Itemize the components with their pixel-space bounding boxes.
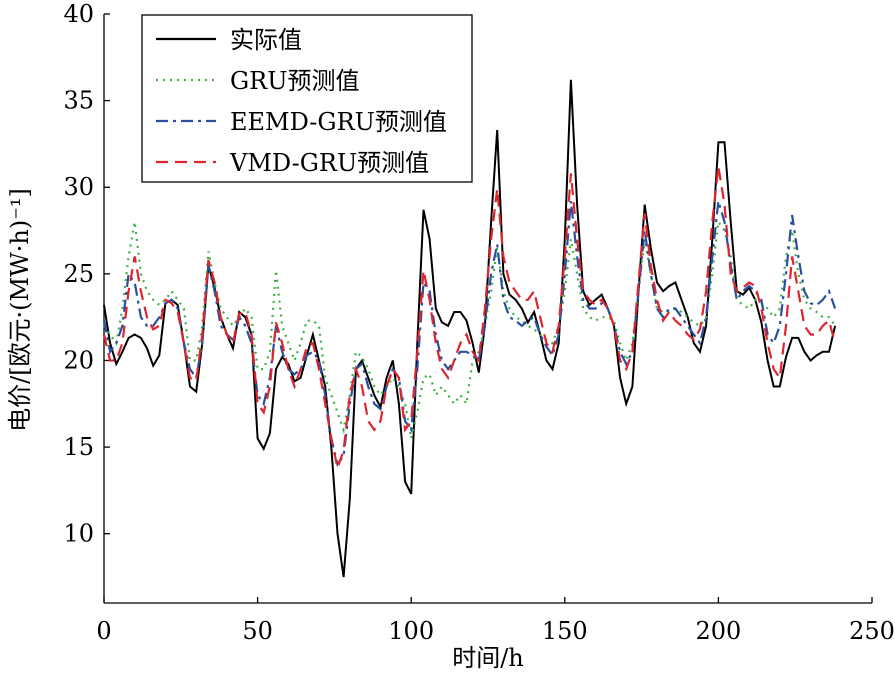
y-tick-label: 15 bbox=[63, 433, 94, 461]
line-series bbox=[102, 166, 837, 472]
x-tick-label: 200 bbox=[695, 617, 741, 645]
y-tick-label: 25 bbox=[63, 260, 94, 288]
x-tick-label: 50 bbox=[242, 617, 273, 645]
legend-label: 实际值 bbox=[230, 26, 302, 54]
legend-label: EEMD-GRU预测值 bbox=[230, 108, 447, 136]
x-tick-label: 100 bbox=[388, 617, 434, 645]
legend-box bbox=[141, 14, 473, 183]
y-tick-label: 30 bbox=[63, 173, 94, 201]
y-tick-label: 10 bbox=[63, 520, 94, 548]
x-tick-label: 150 bbox=[542, 617, 588, 645]
x-tick-label: 0 bbox=[96, 617, 111, 645]
y-axis-title: 电价/[欧元·(MW·h)⁻¹] bbox=[6, 188, 34, 432]
x-tick-label: 250 bbox=[849, 617, 895, 645]
y-tick-label: 40 bbox=[63, 0, 94, 28]
x-axis-title: 时间/h bbox=[452, 644, 524, 672]
y-tick-label: 35 bbox=[63, 87, 94, 115]
legend-label: GRU预测值 bbox=[230, 67, 359, 95]
y-tick-label: 20 bbox=[63, 346, 94, 374]
legend-label: VMD-GRU预测值 bbox=[229, 149, 429, 177]
